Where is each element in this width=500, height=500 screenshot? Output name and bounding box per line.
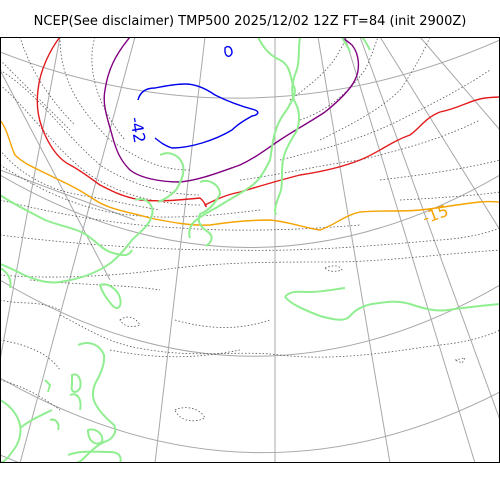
contour-minus-42-small [224, 45, 233, 57]
coastlines [0, 37, 500, 463]
contour-label-minus-42: -42 [126, 115, 149, 144]
minor-contours [0, 37, 500, 422]
contour-label-minus-15: -15 [420, 201, 451, 228]
graticule-latitudes [0, 39, 500, 463]
map-title: NCEP(See disclaimer) TMP500 2025/12/02 1… [33, 14, 467, 29]
contour-minus-15 [0, 119, 500, 231]
contour-purple [103, 37, 360, 183]
graticule-meridians [0, 37, 500, 463]
map-frame [0, 37, 500, 463]
contour-minus-42 [137, 83, 259, 149]
contour-red [36, 37, 500, 208]
